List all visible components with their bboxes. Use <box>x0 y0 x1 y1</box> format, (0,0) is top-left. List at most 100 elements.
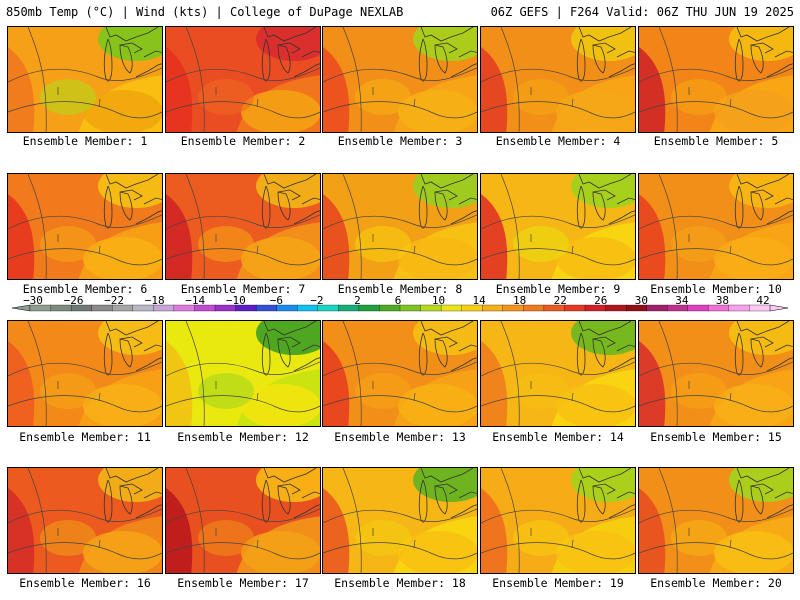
height-contours <box>8 468 162 573</box>
colorbar-tick-label: −18 <box>145 296 165 307</box>
great-lakes-outline <box>576 27 635 82</box>
temperature-field-map <box>481 27 635 132</box>
colorbar-tick-label: −26 <box>64 296 84 307</box>
height-contours <box>8 27 162 132</box>
colorbar-high-arrow <box>769 304 789 312</box>
great-lakes-outline <box>734 321 793 376</box>
colorbar-tick-label: 18 <box>513 296 526 307</box>
great-lakes-outline <box>418 27 477 82</box>
great-lakes-outline <box>261 468 320 523</box>
height-contours <box>639 468 793 573</box>
great-lakes-outline <box>261 27 320 82</box>
height-contours <box>166 174 320 279</box>
ensemble-member-label: Ensemble Member: 8 <box>337 282 463 296</box>
colorbar-tick-label: 6 <box>395 296 402 307</box>
ensemble-map-panel <box>165 173 321 280</box>
run-valid-time: 06Z GEFS | F264 Valid: 06Z THU JUN 19 20… <box>490 5 794 19</box>
great-lakes-outline <box>261 321 320 376</box>
great-lakes-outline <box>576 468 635 523</box>
ensemble-member-label: Ensemble Member: 1 <box>22 134 148 148</box>
temperature-field-map <box>639 174 793 279</box>
great-lakes-outline <box>734 27 793 82</box>
height-contours <box>166 27 320 132</box>
colorbar-tick-label: 14 <box>472 296 486 307</box>
temperature-field-map <box>481 321 635 426</box>
ensemble-member-label: Ensemble Member: 19 <box>492 576 624 590</box>
height-contours <box>166 468 320 573</box>
colorbar-tick-label: 30 <box>635 296 648 307</box>
temperature-field-map <box>639 468 793 573</box>
colorbar-swatch <box>605 304 627 312</box>
ensemble-map-panel <box>165 26 321 133</box>
colorbar-tick-label: 34 <box>675 296 689 307</box>
ensemble-map-panel <box>7 173 163 280</box>
height-contours <box>639 321 793 426</box>
temperature-field-map <box>8 321 162 426</box>
height-contours <box>639 174 793 279</box>
great-lakes-outline <box>418 321 477 376</box>
temperature-field-map <box>481 174 635 279</box>
great-lakes-outline <box>418 468 477 523</box>
temperature-field-map <box>8 27 162 132</box>
ensemble-map-panel <box>322 173 478 280</box>
temperature-field-map <box>323 174 477 279</box>
ensemble-member-label: Ensemble Member: 20 <box>650 576 782 590</box>
colorbar-tick-label: 2 <box>354 296 361 307</box>
colorbar-swatch <box>358 304 380 312</box>
colorbar-swatch <box>564 304 586 312</box>
ensemble-map-panel <box>322 467 478 574</box>
ensemble-map-panel <box>638 467 794 574</box>
temperature-field-map <box>166 27 320 132</box>
great-lakes-outline <box>576 174 635 229</box>
temperature-field-map <box>639 27 793 132</box>
height-contours <box>481 174 635 279</box>
great-lakes-outline <box>103 174 162 229</box>
ensemble-map-panel <box>480 26 636 133</box>
height-contours <box>481 468 635 573</box>
ensemble-map-panel <box>7 467 163 574</box>
ensemble-map-panel <box>638 173 794 280</box>
colorbar-tick-label: 38 <box>716 296 729 307</box>
colorbar-swatch <box>646 304 668 312</box>
colorbar-tick-label: 42 <box>756 296 769 307</box>
ensemble-member-label: Ensemble Member: 15 <box>650 430 782 444</box>
ensemble-map-panel <box>638 26 794 133</box>
temperature-field-map <box>166 174 320 279</box>
ensemble-member-label: Ensemble Member: 14 <box>492 430 624 444</box>
temperature-field-map <box>323 468 477 573</box>
height-contours <box>481 27 635 132</box>
great-lakes-outline <box>734 174 793 229</box>
ensemble-member-label: Ensemble Member: 3 <box>337 134 463 148</box>
ensemble-map-panel <box>322 320 478 427</box>
height-contours <box>8 321 162 426</box>
ensemble-map-panel <box>7 26 163 133</box>
ensemble-member-label: Ensemble Member: 7 <box>180 282 306 296</box>
temperature-field-map <box>481 468 635 573</box>
temperature-colorbar: −30 −26 −22 −18 −14 −10 −6 −2 2 6 10 14 18 22 26 30 34 38… <box>11 296 789 312</box>
product-title: 850mb Temp (°C) | Wind (kts) | College o… <box>6 5 404 19</box>
ensemble-member-label: Ensemble Member: 13 <box>334 430 466 444</box>
height-contours <box>323 27 477 132</box>
temperature-field-map <box>8 468 162 573</box>
great-lakes-outline <box>734 468 793 523</box>
great-lakes-outline <box>103 27 162 82</box>
colorbar-swatch <box>687 304 709 312</box>
colorbar-tick-label: −30 <box>23 296 43 307</box>
ensemble-member-label: Ensemble Member: 10 <box>650 282 782 296</box>
great-lakes-outline <box>261 174 320 229</box>
ensemble-member-label: Ensemble Member: 12 <box>177 430 309 444</box>
great-lakes-outline <box>103 468 162 523</box>
great-lakes-outline <box>418 174 477 229</box>
ensemble-map-panel <box>480 467 636 574</box>
ensemble-map-panel <box>165 467 321 574</box>
height-contours <box>481 321 635 426</box>
height-contours <box>323 321 477 426</box>
colorbar-swatch <box>523 304 545 312</box>
temperature-field-map <box>639 321 793 426</box>
colorbar-tick-label: −22 <box>104 296 124 307</box>
colorbar-tick-label: 10 <box>432 296 445 307</box>
colorbar-tick-label: 26 <box>594 296 607 307</box>
height-contours <box>639 27 793 132</box>
ensemble-member-label: Ensemble Member: 18 <box>334 576 466 590</box>
temperature-field-map <box>323 321 477 426</box>
